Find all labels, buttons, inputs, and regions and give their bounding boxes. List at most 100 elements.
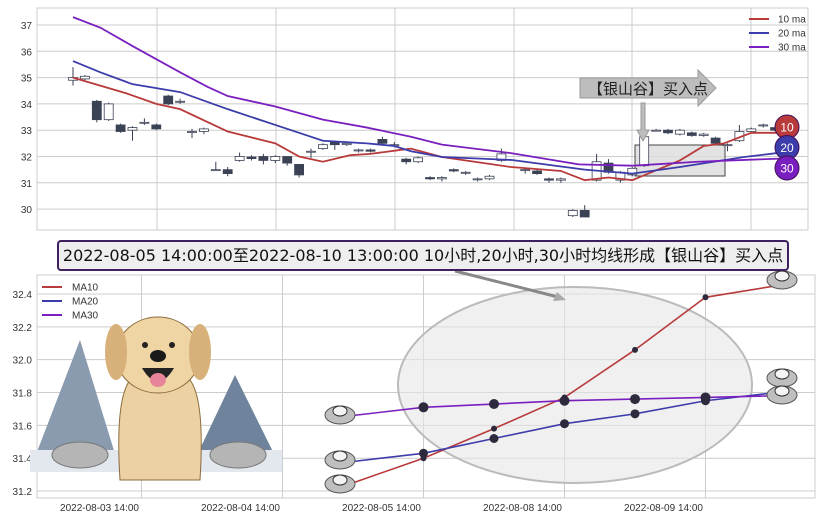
ingot-top [774,368,790,380]
candle [246,155,257,161]
y-tick-label: 32.4 [13,290,33,301]
data-point [559,395,570,406]
candle-body [139,121,150,124]
candle-body [567,210,578,217]
candle-body [532,170,542,174]
y-tick-label: 35 [21,74,33,85]
candle [187,128,197,139]
candle-body [270,156,281,161]
ingot-top [332,405,348,417]
ingot-top [332,474,348,486]
y-tick-label: 31.8 [13,389,33,400]
candle-body [306,150,316,153]
ingot-top [774,385,790,397]
legend-label: 20 ma [778,29,806,40]
y-tick-label: 33 [21,126,33,137]
data-point [630,394,640,405]
candle-body [377,139,388,144]
signal-banner: 2022-08-05 14:00:00至2022-08-10 13:00:00 … [57,240,789,271]
candle-body [758,124,769,127]
candle [270,155,281,164]
silver-ingot-icon [324,450,356,470]
candle-body [484,175,495,180]
y-tick-label: 31.6 [13,421,33,432]
candle [413,156,424,164]
candle-body [425,177,435,180]
dog-eye [169,342,175,348]
candle [663,128,673,135]
candle-body [651,129,661,132]
candle-body [460,171,471,174]
candle-body [151,124,162,130]
candle [556,177,566,183]
candle-body [198,128,209,132]
candle-body [675,129,685,135]
candle-body [317,144,328,150]
dog-nose [150,350,166,362]
candle [544,177,554,183]
candle [579,205,590,218]
candle-body [544,178,554,181]
dog-tongue [150,373,166,387]
candle [484,174,495,181]
down-arrow-icon [636,102,650,143]
data-point [491,425,497,432]
data-point [489,433,499,443]
candle [567,209,578,217]
candle-body [579,210,590,218]
legend-label: 30 ma [778,43,806,54]
candle [115,123,126,133]
candle-body [746,128,757,132]
y-tick-label: 36 [21,47,33,58]
data-point [560,419,569,429]
mountain-left [30,340,120,470]
silver-ingot-icon [766,385,798,405]
candle-body [448,169,459,172]
legend-label: 10 ma [778,15,806,26]
candle-body [258,156,269,161]
x-tick-label: 2022-08-08 14:00 [483,503,562,514]
ma-badge-label: 20 [780,141,794,155]
legend-label: MA20 [72,297,99,308]
ma-badge-label: 30 [780,162,794,176]
ma-badge [774,155,800,181]
x-tick-label: 2022-08-04 14:00 [201,503,280,514]
candle-body [698,133,709,136]
ma20-line [72,60,782,175]
candle-body [436,177,447,180]
candle [675,128,685,136]
candle [222,167,233,177]
ingot-top [332,450,348,462]
candle [234,152,245,162]
dog-body [118,379,202,481]
candle-body [341,142,352,146]
dog-mascot-illustration [30,316,282,481]
candle-body [472,178,483,181]
candle [210,161,221,172]
candle [710,136,721,145]
data-point [418,402,429,413]
candle-body [686,132,697,136]
candle [258,153,269,165]
candle [198,127,209,135]
candle-body [365,149,376,152]
candle-body [294,163,305,176]
candle [151,123,162,131]
candle [282,156,293,166]
dog-eye [142,342,148,348]
silver-ingot-icon [324,474,356,494]
candle-body [210,169,221,172]
legend-label: MA30 [72,311,99,322]
data-point [630,409,640,419]
ingot-top [774,270,790,282]
silver-ingot-icon [766,270,798,290]
candle [436,176,447,182]
annotation-arrow [579,68,717,108]
x-tick-label: 2022-08-09 14:00 [624,503,703,514]
candle [758,123,769,128]
ma30-line [72,16,782,167]
data-point [632,346,638,353]
candle [80,74,90,81]
candle [686,131,697,137]
candle-body [353,149,364,152]
